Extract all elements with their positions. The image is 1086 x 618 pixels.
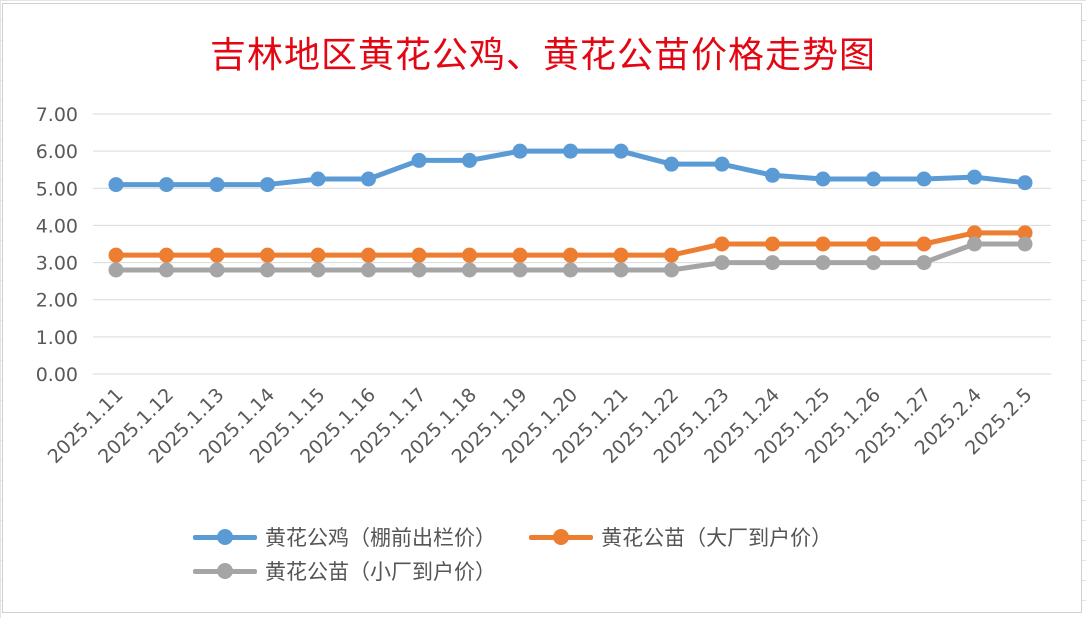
legend-item-series-3[interactable]: 黄花公苗（小厂到户价） bbox=[193, 555, 496, 587]
data-point-s1-2 bbox=[209, 177, 225, 193]
data-point-s3-10 bbox=[613, 262, 629, 278]
plot-area: 0.00 1.00 2.00 3.00 4.00 5.00 6.00 7.00 2025.1.… bbox=[36, 104, 1051, 468]
data-point-s3-2 bbox=[209, 262, 225, 278]
legend-marker-series-2 bbox=[553, 529, 570, 545]
legend: 黄花公鸡（棚前出栏价） 黄花公苗（大厂到户价） 黄花公苗（小厂到户价） bbox=[193, 521, 953, 589]
data-point-s2-13 bbox=[765, 236, 780, 252]
data-point-s1-12 bbox=[714, 156, 730, 172]
data-point-s2-5 bbox=[361, 247, 376, 263]
data-point-s3-4 bbox=[310, 262, 326, 278]
data-point-s3-12 bbox=[714, 255, 730, 271]
data-point-s3-1 bbox=[159, 262, 174, 278]
data-point-s2-18 bbox=[1017, 225, 1033, 241]
legend-item-series-1[interactable]: 黄花公鸡（棚前出栏价） bbox=[193, 521, 496, 553]
data-point-s1-0 bbox=[108, 177, 124, 193]
data-point-s2-1 bbox=[159, 247, 174, 263]
data-point-s1-10 bbox=[613, 143, 629, 159]
data-point-s1-17 bbox=[967, 169, 982, 185]
data-point-s1-15 bbox=[866, 171, 881, 187]
data-point-s1-13 bbox=[765, 167, 780, 183]
data-point-s1-16 bbox=[916, 171, 932, 187]
legend-swatch-series-3 bbox=[193, 563, 257, 579]
data-point-s3-9 bbox=[563, 262, 578, 278]
data-point-s2-6 bbox=[411, 247, 427, 263]
data-point-s2-17 bbox=[967, 225, 982, 241]
data-point-s2-11 bbox=[664, 247, 679, 263]
data-point-s3-3 bbox=[260, 262, 275, 278]
legend-label-series-3: 黄花公苗（小厂到户价） bbox=[265, 560, 496, 584]
chart-area[interactable]: 吉林地区黄花公鸡、黄花公苗价格走势图 0.00 1.00 2.00 3.00 4.00 5… bbox=[2, 3, 1082, 613]
legend-marker-series-3 bbox=[217, 563, 233, 579]
data-point-s3-13 bbox=[765, 255, 780, 271]
data-point-s2-0 bbox=[108, 247, 124, 263]
data-point-s1-18 bbox=[1017, 175, 1033, 191]
data-point-s3-6 bbox=[411, 262, 427, 278]
data-point-s1-14 bbox=[815, 171, 831, 187]
data-point-s1-1 bbox=[159, 177, 174, 193]
data-point-s2-10 bbox=[613, 247, 629, 263]
data-point-s3-17 bbox=[967, 236, 982, 252]
series-2 bbox=[108, 225, 1033, 263]
series-lines bbox=[108, 143, 1033, 278]
y-axis-ticks: 0.00 1.00 2.00 3.00 4.00 5.00 6.00 7.00 bbox=[36, 104, 78, 386]
data-point-s3-5 bbox=[361, 262, 376, 278]
legend-swatch-series-1 bbox=[193, 529, 257, 545]
data-point-s3-15 bbox=[866, 255, 881, 271]
y-tick-label-5: 5.00 bbox=[36, 178, 78, 200]
data-point-s1-4 bbox=[310, 171, 326, 187]
data-point-s1-9 bbox=[563, 143, 578, 159]
y-tick-label-6: 6.00 bbox=[36, 141, 78, 163]
data-point-s3-14 bbox=[815, 255, 831, 271]
data-point-s2-12 bbox=[714, 236, 730, 252]
legend-swatch-series-2 bbox=[529, 529, 594, 545]
data-point-s3-0 bbox=[108, 262, 124, 278]
series-1 bbox=[108, 143, 1033, 193]
data-point-s2-8 bbox=[512, 247, 528, 263]
legend-label-series-1: 黄花公鸡（棚前出栏价） bbox=[265, 526, 496, 550]
data-point-s2-2 bbox=[209, 247, 225, 263]
data-point-s3-18 bbox=[1017, 236, 1033, 252]
data-point-s2-3 bbox=[260, 247, 275, 263]
data-point-s1-5 bbox=[361, 171, 376, 187]
y-tick-label-7: 7.00 bbox=[36, 104, 78, 126]
data-point-s2-7 bbox=[462, 247, 477, 263]
y-tick-label-2: 2.00 bbox=[36, 290, 78, 312]
chart-title: 吉林地区黄花公鸡、黄花公苗价格走势图 bbox=[209, 35, 876, 76]
x-axis-ticks: 2025.1.112025.1.122025.1.132025.1.142025… bbox=[44, 384, 1037, 468]
data-point-s2-9 bbox=[563, 247, 578, 263]
data-point-s1-11 bbox=[664, 156, 679, 172]
data-point-s2-14 bbox=[815, 236, 831, 252]
y-tick-label-3: 3.00 bbox=[36, 253, 78, 275]
data-point-s3-11 bbox=[664, 262, 679, 278]
data-point-s2-15 bbox=[866, 236, 881, 252]
data-point-s3-7 bbox=[462, 262, 477, 278]
y-tick-label-1: 1.00 bbox=[36, 327, 78, 349]
data-point-s1-6 bbox=[411, 152, 427, 168]
series-3 bbox=[108, 236, 1033, 278]
legend-marker-series-1 bbox=[217, 529, 233, 545]
data-point-s1-7 bbox=[462, 152, 477, 168]
legend-item-series-2[interactable]: 黄花公苗（大厂到户价） bbox=[529, 521, 832, 553]
data-point-s3-16 bbox=[916, 255, 932, 271]
data-point-s2-4 bbox=[310, 247, 326, 263]
data-point-s1-3 bbox=[260, 177, 275, 193]
y-tick-label-4: 4.00 bbox=[36, 215, 78, 237]
data-point-s3-8 bbox=[512, 262, 528, 278]
y-tick-label-0: 0.00 bbox=[36, 364, 78, 386]
data-point-s2-16 bbox=[916, 236, 932, 252]
data-point-s1-8 bbox=[512, 143, 528, 159]
legend-label-series-2: 黄花公苗（大厂到户价） bbox=[601, 526, 833, 550]
